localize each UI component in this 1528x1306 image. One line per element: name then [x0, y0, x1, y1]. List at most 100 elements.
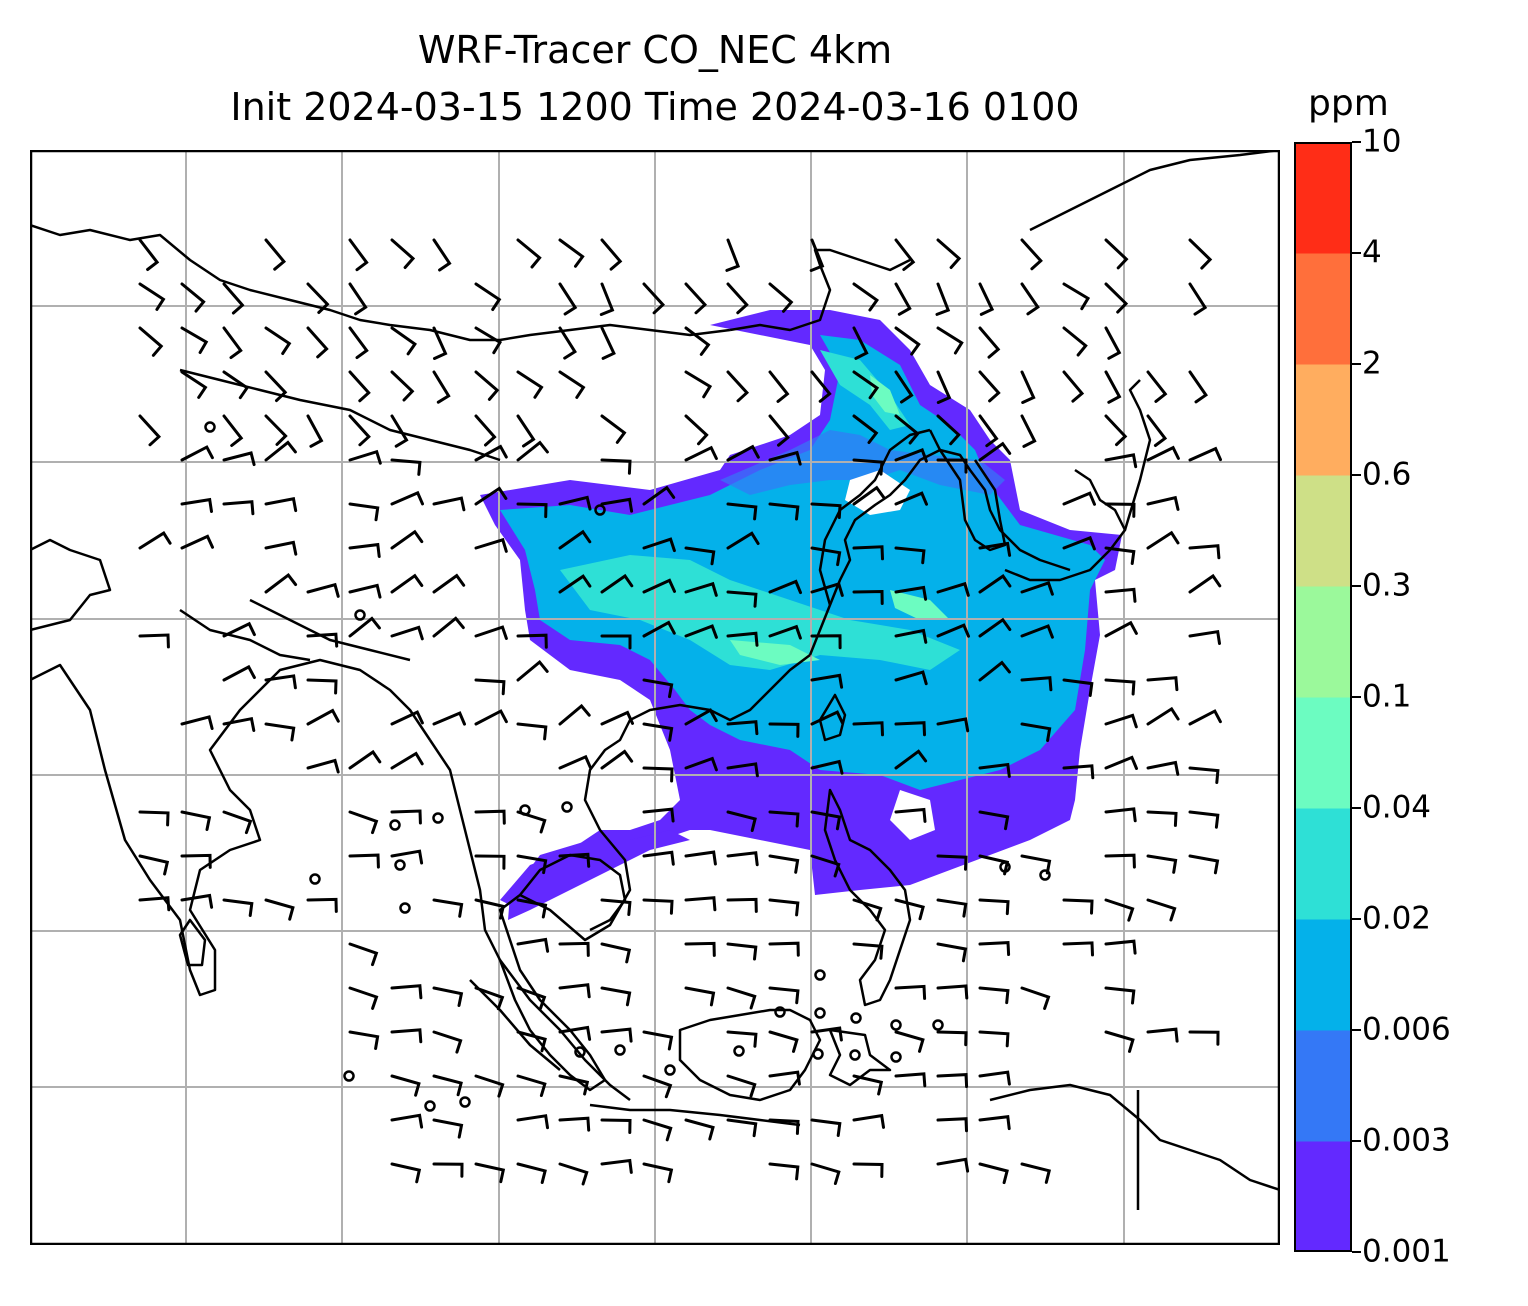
wind-barb — [1146, 854, 1178, 874]
wind-barb — [600, 1027, 633, 1043]
colorbar-tick-label: 0.3 — [1362, 567, 1412, 604]
wind-barb — [306, 897, 338, 913]
wind-barb — [516, 659, 549, 682]
wind-barb — [600, 414, 627, 444]
wind-barb — [768, 722, 800, 738]
wind-barb — [1104, 898, 1135, 922]
wind-barb — [558, 754, 592, 770]
wind-barb — [894, 491, 928, 506]
calm-marker — [394, 859, 406, 871]
wind-barb — [306, 414, 324, 448]
colorbar-tick-label: 0.006 — [1362, 1011, 1451, 1048]
wind-barb — [642, 807, 675, 823]
colorbar-segment — [1294, 919, 1352, 1031]
wind-barb — [474, 898, 506, 920]
wind-barb — [600, 497, 634, 513]
wind-barb — [810, 1026, 843, 1042]
colorbar-tick-mark — [1352, 252, 1361, 254]
wind-barb — [1062, 370, 1085, 403]
calm-marker — [932, 1019, 944, 1031]
wind-barb — [684, 546, 716, 566]
wind-barb — [348, 810, 379, 835]
wind-barb — [180, 282, 206, 313]
colorbar-tick-mark — [1352, 585, 1361, 587]
wind-barb — [138, 854, 170, 876]
wind-barb — [1020, 986, 1051, 1010]
wind-barb — [978, 1115, 1011, 1131]
wind-barb — [222, 810, 253, 835]
wind-barb — [474, 809, 506, 825]
wind-barb — [852, 1113, 885, 1129]
wind-barb — [978, 898, 1010, 916]
wind-barb — [810, 582, 844, 597]
colorbar-tick-label: 0.04 — [1362, 789, 1432, 826]
calm-marker — [999, 861, 1011, 873]
wind-barb — [348, 542, 381, 558]
wind-barb — [1146, 676, 1179, 692]
wind-barb — [1104, 546, 1136, 565]
map-plot — [30, 150, 1280, 1245]
colorbar-tick-label: 0.02 — [1362, 900, 1432, 937]
wind-barb — [768, 941, 800, 957]
wind-barb — [180, 810, 212, 831]
wind-barb — [768, 986, 800, 1005]
colorbar-tick-label: 10 — [1362, 123, 1402, 160]
wind-barb — [264, 326, 292, 355]
wind-barb — [894, 628, 928, 644]
wind-barb — [432, 496, 466, 512]
wind-barb — [390, 529, 424, 550]
wind-barb — [768, 370, 790, 403]
wind-barb — [809, 238, 825, 272]
calm-marker — [814, 969, 826, 981]
wind-barb — [432, 1162, 464, 1178]
wind-barb — [1104, 453, 1138, 469]
wind-barb — [306, 326, 329, 359]
wind-barb — [432, 1118, 464, 1139]
wind-barb — [558, 1116, 591, 1132]
wind-barb — [978, 660, 1011, 682]
wind-barb — [852, 942, 884, 960]
colorbar-tick-mark — [1352, 807, 1361, 809]
wind-barb — [768, 450, 802, 466]
wind-barb — [978, 574, 1012, 594]
plume-gap — [845, 470, 910, 515]
calm-marker — [812, 1048, 824, 1060]
wind-barb — [726, 986, 757, 1010]
wind-barb — [264, 238, 287, 271]
wind-barb — [138, 810, 170, 827]
wind-barb — [1104, 713, 1138, 729]
map-frame — [30, 150, 1280, 1245]
wind-barb — [684, 282, 708, 315]
wind-barb — [642, 620, 676, 638]
wind-barb — [1188, 766, 1220, 784]
wind-barb — [684, 326, 711, 356]
wind-barb — [474, 854, 506, 870]
wind-barb — [180, 893, 214, 909]
wind-barb — [810, 710, 844, 726]
wind-barb — [138, 531, 172, 550]
wind-barb — [768, 854, 800, 874]
calm-marker — [309, 873, 321, 885]
wind-barb — [894, 585, 928, 601]
wind-barb — [1146, 898, 1177, 922]
wind-barb — [894, 238, 916, 271]
wind-barb — [558, 370, 586, 399]
wind-barb — [978, 1030, 1010, 1048]
wind-barb — [180, 326, 209, 354]
calm-marker — [389, 819, 401, 831]
wind-barb — [1020, 414, 1037, 448]
wind-barb — [852, 1162, 884, 1178]
wind-barb — [936, 1157, 970, 1173]
wind-barb — [516, 414, 536, 448]
wind-barb — [936, 623, 970, 638]
wind-barb — [726, 502, 758, 521]
wind-barb — [516, 370, 544, 399]
wind-barb — [138, 282, 166, 311]
wind-barb — [935, 282, 951, 316]
wind-barb — [1104, 502, 1136, 518]
wind-barb — [936, 326, 964, 355]
wind-barb — [1146, 370, 1168, 403]
wind-barb — [726, 631, 759, 647]
wind-barb — [222, 414, 244, 447]
wind-barb — [684, 708, 718, 726]
